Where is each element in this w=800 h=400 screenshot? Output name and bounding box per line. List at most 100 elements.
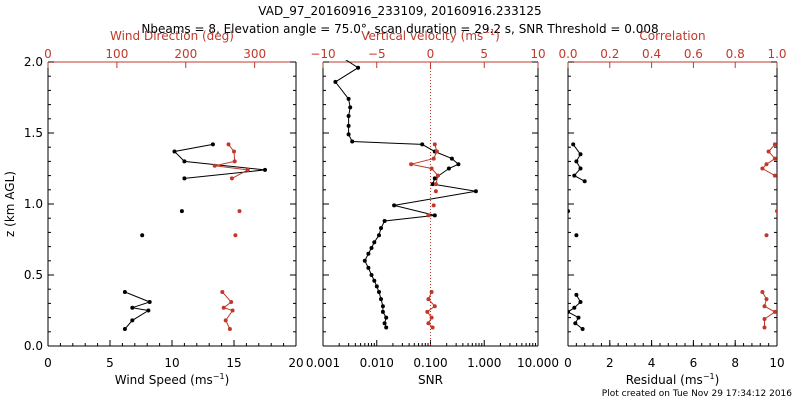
residual-top-tick-label: 0.8 xyxy=(726,47,745,61)
wind-series-1-point xyxy=(230,308,235,313)
snr-series-0-point xyxy=(346,132,351,137)
snr-series-0-point xyxy=(382,219,387,223)
snr-series-1-point xyxy=(432,304,437,309)
snr-series-0-point xyxy=(338,54,342,58)
snr-series-1-point xyxy=(426,321,431,326)
residual-top-axis-title: Correlation xyxy=(639,29,705,43)
residual-series-1-point xyxy=(760,290,765,294)
snr-bottom-tick-label: 0.001 xyxy=(306,356,340,370)
snr-series-1 xyxy=(409,142,440,330)
wind-top-tick-label: 300 xyxy=(243,47,266,61)
wind-bottom-axis-title-close: ) xyxy=(225,373,230,387)
snr-series-0-point xyxy=(348,105,353,110)
residual-bottom-axis-title-text: Residual (ms xyxy=(626,373,703,387)
residual-series-0-point xyxy=(578,300,583,304)
wind-series-1-point xyxy=(227,327,232,331)
residual-bottom-tick-label: 6 xyxy=(690,356,698,370)
snr-series-1-point xyxy=(430,325,435,330)
wind-bottom-axis-title-superscript: −1 xyxy=(213,372,225,381)
snr-series-0-point xyxy=(379,297,383,302)
residual-series-0-point xyxy=(573,321,578,326)
snr-series-1-point xyxy=(436,173,440,178)
residual-series-0-point xyxy=(582,179,587,184)
wind-panel: 0.0 0.5 1.0 1.5 2.0 z (km AGL) 0 5 10 15 20 Wind Sp… xyxy=(3,29,304,387)
y-tick-label: 2.0 xyxy=(24,55,43,69)
residual-series-0-point xyxy=(571,142,576,147)
wind-series-1-point xyxy=(212,163,217,168)
residual-bottom-tick-label: 8 xyxy=(731,356,739,370)
snr-series-0-point xyxy=(380,304,385,309)
residual-series-1-point xyxy=(764,233,769,238)
snr-series-0-point xyxy=(350,139,355,144)
residual-series-1-point xyxy=(772,309,777,314)
wind-series-1-point xyxy=(237,209,242,214)
residual-series-1-line xyxy=(761,291,776,328)
snr-series-0-line xyxy=(334,60,476,328)
wind-series-0-point xyxy=(122,290,127,294)
residual-top-tick-label: 0.4 xyxy=(642,47,661,61)
snr-series-0-point xyxy=(382,321,387,326)
residual-series-0 xyxy=(568,142,587,331)
snr-bottom-tick-label: 0.100 xyxy=(413,356,447,370)
snr-top-tick-label: 0 xyxy=(427,47,435,61)
residual-series-1-point xyxy=(775,209,777,214)
snr-top-tick-label: −10 xyxy=(310,47,335,61)
wind-top-tick-label: 100 xyxy=(105,47,128,61)
y-tick-label: 0.5 xyxy=(24,268,43,282)
wind-series-0-point xyxy=(130,305,135,310)
wind-series-1-point xyxy=(221,305,226,310)
snr-series-1-point xyxy=(433,189,438,194)
plot-created-footer: Plot created on Tue Nov 29 17:34:12 2016 xyxy=(602,389,792,399)
wind-bottom-axis-title: Wind Speed (ms−1) xyxy=(115,372,230,387)
wind-series-1-point xyxy=(226,142,231,147)
wind-bottom-tick-label: 15 xyxy=(226,356,241,370)
wind-series-1-point xyxy=(233,233,238,238)
snr-series-0-point xyxy=(372,240,377,245)
snr-series-0-point xyxy=(362,258,367,263)
wind-bottom-tick-label: 5 xyxy=(106,356,114,370)
snr-series-0-point xyxy=(446,166,451,171)
snr-series-0-point xyxy=(380,309,385,314)
residual-series-1-point xyxy=(762,304,767,309)
y-tick-label: 1.5 xyxy=(24,126,43,140)
snr-bottom-tick-label: 0.010 xyxy=(360,356,394,370)
y-axis-label: z (km AGL) xyxy=(3,171,17,237)
residual-top-tick-label: 0.6 xyxy=(684,47,703,61)
snr-series-1-point xyxy=(426,297,431,302)
snr-series-1-point xyxy=(425,309,430,314)
wind-series-1-point xyxy=(220,290,225,294)
snr-series-0-point xyxy=(377,233,381,238)
wind-series-1-point xyxy=(229,300,234,304)
residual-bottom-tick-label: 10 xyxy=(769,356,784,370)
wind-bottom-tick-label: 0 xyxy=(44,356,52,370)
wind-series-0-point xyxy=(140,233,145,238)
wind-series-0 xyxy=(122,142,267,331)
wind-series-0-point xyxy=(182,159,187,164)
wind-bottom-tick-label: 10 xyxy=(164,356,179,370)
residual-series-0-point xyxy=(574,233,579,238)
snr-series-1-point xyxy=(409,162,414,167)
residual-series-1-point xyxy=(772,142,777,147)
residual-series-1 xyxy=(760,142,777,330)
snr-series-1-point xyxy=(431,156,436,161)
snr-series-1-point xyxy=(434,149,439,154)
wind-series-0-point xyxy=(172,149,177,154)
wind-series-0-point xyxy=(263,167,267,172)
snr-bottom-tick-label: 1.000 xyxy=(467,356,501,370)
snr-series-0-point xyxy=(449,156,454,161)
snr-series-0 xyxy=(333,54,478,330)
wind-series-0-point xyxy=(122,327,127,331)
snr-bottom-tick-label: 10.000 xyxy=(517,356,559,370)
residual-panel: 0 2 4 6 8 10 Residual (ms−1) 0.0 0.2 0.4 0.6 0.8 1.0… xyxy=(558,29,786,387)
residual-series-1-line xyxy=(761,144,776,177)
figure-title-line-1: VAD_97_20160916_233109, 20160916.233125 xyxy=(258,4,541,18)
residual-series-1-point xyxy=(762,317,767,321)
snr-series-1-point xyxy=(429,166,434,171)
snr-top-tick-label: 10 xyxy=(530,47,545,61)
snr-series-0-point xyxy=(392,203,397,208)
wind-series-0-point xyxy=(147,300,152,304)
residual-series-1-point xyxy=(762,325,767,330)
wind-top-tick-label: 0 xyxy=(44,47,52,61)
wind-series-1-point xyxy=(232,149,236,154)
